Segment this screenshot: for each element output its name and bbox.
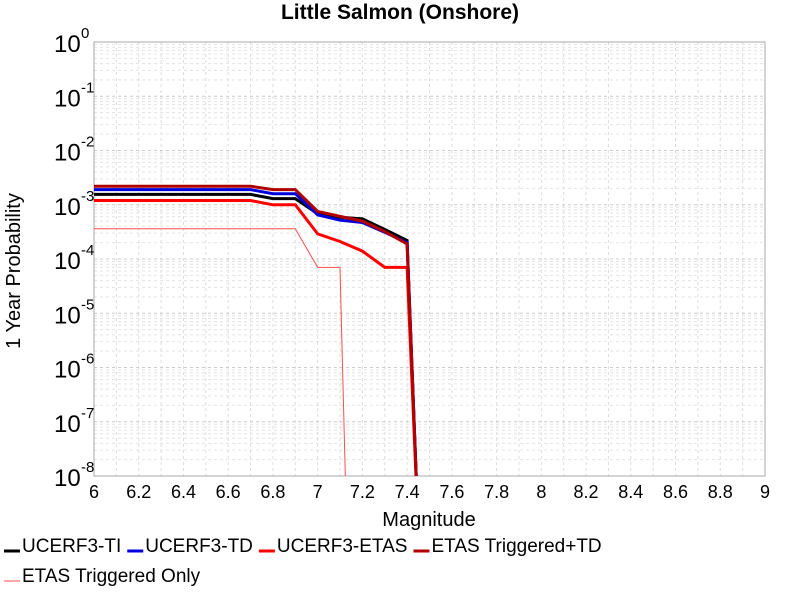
y-tick-base: 10 <box>54 140 81 167</box>
legend-item: UCERF3-TD <box>127 536 253 557</box>
series-lines <box>94 184 418 476</box>
legend-label: UCERF3-TI <box>22 536 121 557</box>
x-tick-label: 6.8 <box>260 482 285 502</box>
y-tick-base: 10 <box>54 85 81 112</box>
y-tick-base: 10 <box>54 248 81 275</box>
x-tick-label: 8.6 <box>663 482 688 502</box>
y-tick-base: 10 <box>54 411 81 438</box>
y-tick-base: 10 <box>54 31 81 58</box>
x-tick-label: 8.4 <box>618 482 643 502</box>
y-tick-exponent: -2 <box>81 134 94 151</box>
y-tick-label: 10 -7 <box>54 405 94 438</box>
y-tick-label: 10 -4 <box>54 242 94 275</box>
legend-item: ETAS Triggered+TD <box>413 536 602 557</box>
y-tick-exponent: -7 <box>81 405 94 422</box>
plot-area <box>93 41 766 477</box>
y-tick-base: 10 <box>54 302 81 329</box>
x-tick-label: 7.8 <box>484 482 509 502</box>
x-tick-label: 6.4 <box>171 482 196 502</box>
y-tick-exponent: -5 <box>81 296 94 313</box>
chart-title: Little Salmon (Onshore) <box>281 1 519 24</box>
y-tick-exponent: -4 <box>81 242 94 259</box>
y-tick-label: 10 -8 <box>54 459 94 492</box>
y-tick-label: 10 -1 <box>54 79 94 112</box>
y-tick-label: 10 -6 <box>54 351 94 384</box>
x-tick-label: 8.8 <box>708 482 733 502</box>
x-axis-label: Magnitude <box>382 509 475 531</box>
legend-item: UCERF3-ETAS <box>258 536 408 557</box>
y-tick-label: 10 0 <box>54 25 89 58</box>
series-line-ucerf3-td <box>94 188 418 476</box>
y-tick-exponent: -3 <box>81 188 94 205</box>
legend-label: UCERF3-TD <box>145 536 253 557</box>
x-tick-label: 8 <box>536 482 546 502</box>
legend-item: ETAS Triggered Only <box>4 566 201 587</box>
y-tick-label: 10 -5 <box>54 296 94 329</box>
legend: UCERF3-TI UCERF3-TD UCERF3-ETAS ETAS Trigge… <box>4 536 602 587</box>
legend-label: ETAS Triggered Only <box>22 566 201 587</box>
legend-label: ETAS Triggered+TD <box>431 536 601 557</box>
x-tick-label: 7.6 <box>439 482 464 502</box>
series-line-etas-triggered-only <box>94 228 346 476</box>
x-tick-label: 6.2 <box>126 482 151 502</box>
y-tick-base: 10 <box>54 465 81 492</box>
series-line-ucerf3-ti <box>94 192 418 476</box>
legend-label: UCERF3-ETAS <box>277 536 408 557</box>
x-tick-label: 7.2 <box>350 482 375 502</box>
grid <box>93 42 766 477</box>
y-tick-label: 10 -3 <box>54 188 94 221</box>
y-axis-label: 1 Year Probability <box>3 193 25 349</box>
x-tick-label: 6 <box>89 482 99 502</box>
y-tick-label: 10 -2 <box>54 134 94 167</box>
x-tick-label: 8.2 <box>574 482 599 502</box>
x-tick-label: 6.6 <box>216 482 241 502</box>
series-line-etas-triggered-td <box>94 184 418 476</box>
x-tick-label: 7.4 <box>395 482 420 502</box>
y-tick-base: 10 <box>54 357 81 384</box>
y-tick-exponent: -6 <box>81 351 94 368</box>
x-axis-ticks: 6 6.2 6.4 6.6 6.8 7 7.2 7.4 7.6 7.8 8 8.2 8.4 8.6 8.8 9 <box>89 482 770 502</box>
x-tick-label: 9 <box>760 482 770 502</box>
y-tick-exponent: -1 <box>81 79 94 96</box>
y-tick-base: 10 <box>54 194 81 221</box>
series-line-ucerf3-etas <box>94 199 418 476</box>
legend-item: UCERF3-TI <box>4 536 121 557</box>
y-tick-exponent: -8 <box>81 459 94 476</box>
x-tick-label: 7 <box>313 482 323 502</box>
y-tick-exponent: 0 <box>81 25 89 42</box>
